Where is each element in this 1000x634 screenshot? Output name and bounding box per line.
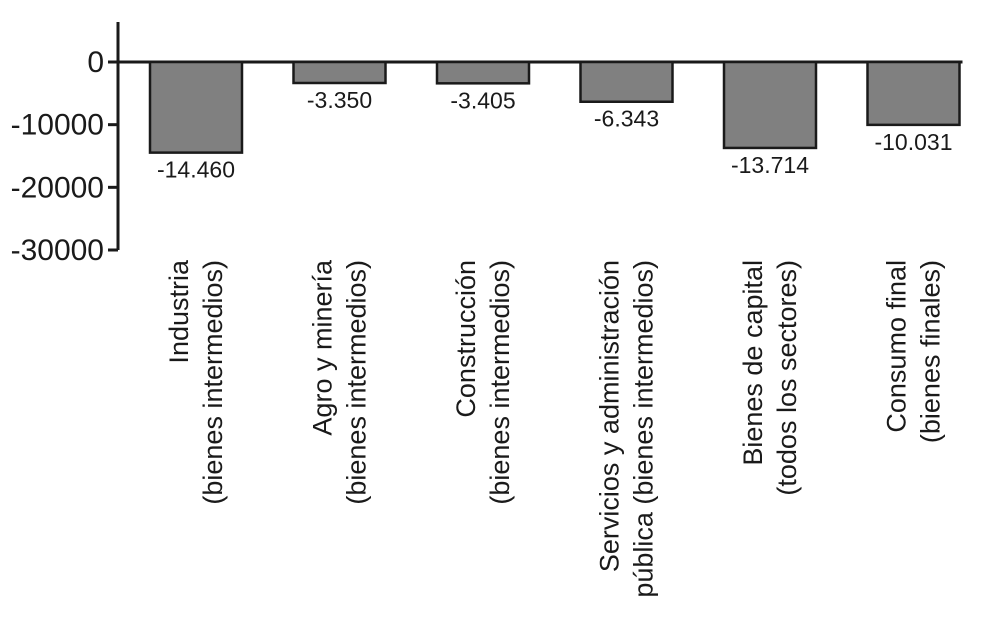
category-label-line: (todos los sectores): [772, 260, 802, 496]
bar: [866, 60, 961, 127]
category-label-line: (bienes intermedios): [485, 260, 515, 505]
data-label: -10.031: [874, 129, 952, 155]
category-label: Industria (bienes intermedios): [164, 259, 228, 505]
category-label-line: (bienes intermedios): [198, 260, 228, 505]
bars: [148, 60, 961, 154]
category-label-line: Agro y minería: [308, 259, 338, 436]
category-label-line: Servicios y administración: [595, 260, 625, 572]
data-labels: -14.460 -3.350 -3.405 -6.343 -13.714 -10.031: [157, 87, 953, 183]
y-tick-label: -20000: [11, 171, 104, 204]
category-label-line: pública (bienes intermedios): [629, 260, 659, 598]
data-label: -3.405: [450, 87, 515, 113]
data-label: -6.343: [594, 106, 659, 132]
category-label: Consumo final (bienes finales): [882, 260, 946, 443]
category-label: Servicios y administración pública (biene…: [595, 260, 659, 598]
category-label-line: (bienes finales): [916, 260, 946, 443]
category-label: Bienes de capital (todos los sectores): [738, 260, 802, 496]
category-label-line: Bienes de capital: [738, 260, 768, 466]
data-label: -13.714: [731, 152, 809, 178]
y-tick-label: -30000: [11, 234, 104, 267]
category-label: Agro y minería (bienes intermedios): [308, 259, 372, 505]
category-label-line: Construcción: [451, 260, 481, 418]
bar: [722, 60, 818, 150]
category-label-line: Consumo final: [882, 260, 912, 433]
category-label: Construcción (bienes intermedios): [451, 260, 515, 505]
category-label-line: (bienes intermedios): [342, 260, 372, 505]
bar: [579, 60, 674, 103]
bar: [292, 60, 387, 85]
data-label: -14.460: [157, 157, 235, 183]
bar: [435, 60, 531, 85]
y-tick-label: -10000: [11, 109, 104, 142]
bar: [148, 60, 244, 154]
axis-layer: [116, 22, 963, 250]
y-ticks: 0 -10000 -20000 -30000: [11, 46, 118, 267]
category-label-line: Industria: [164, 259, 194, 364]
category-labels: Industria (bienes intermedios) Agro y mine…: [164, 259, 946, 598]
data-label: -3.350: [307, 87, 372, 113]
y-tick-label: 0: [87, 46, 104, 79]
